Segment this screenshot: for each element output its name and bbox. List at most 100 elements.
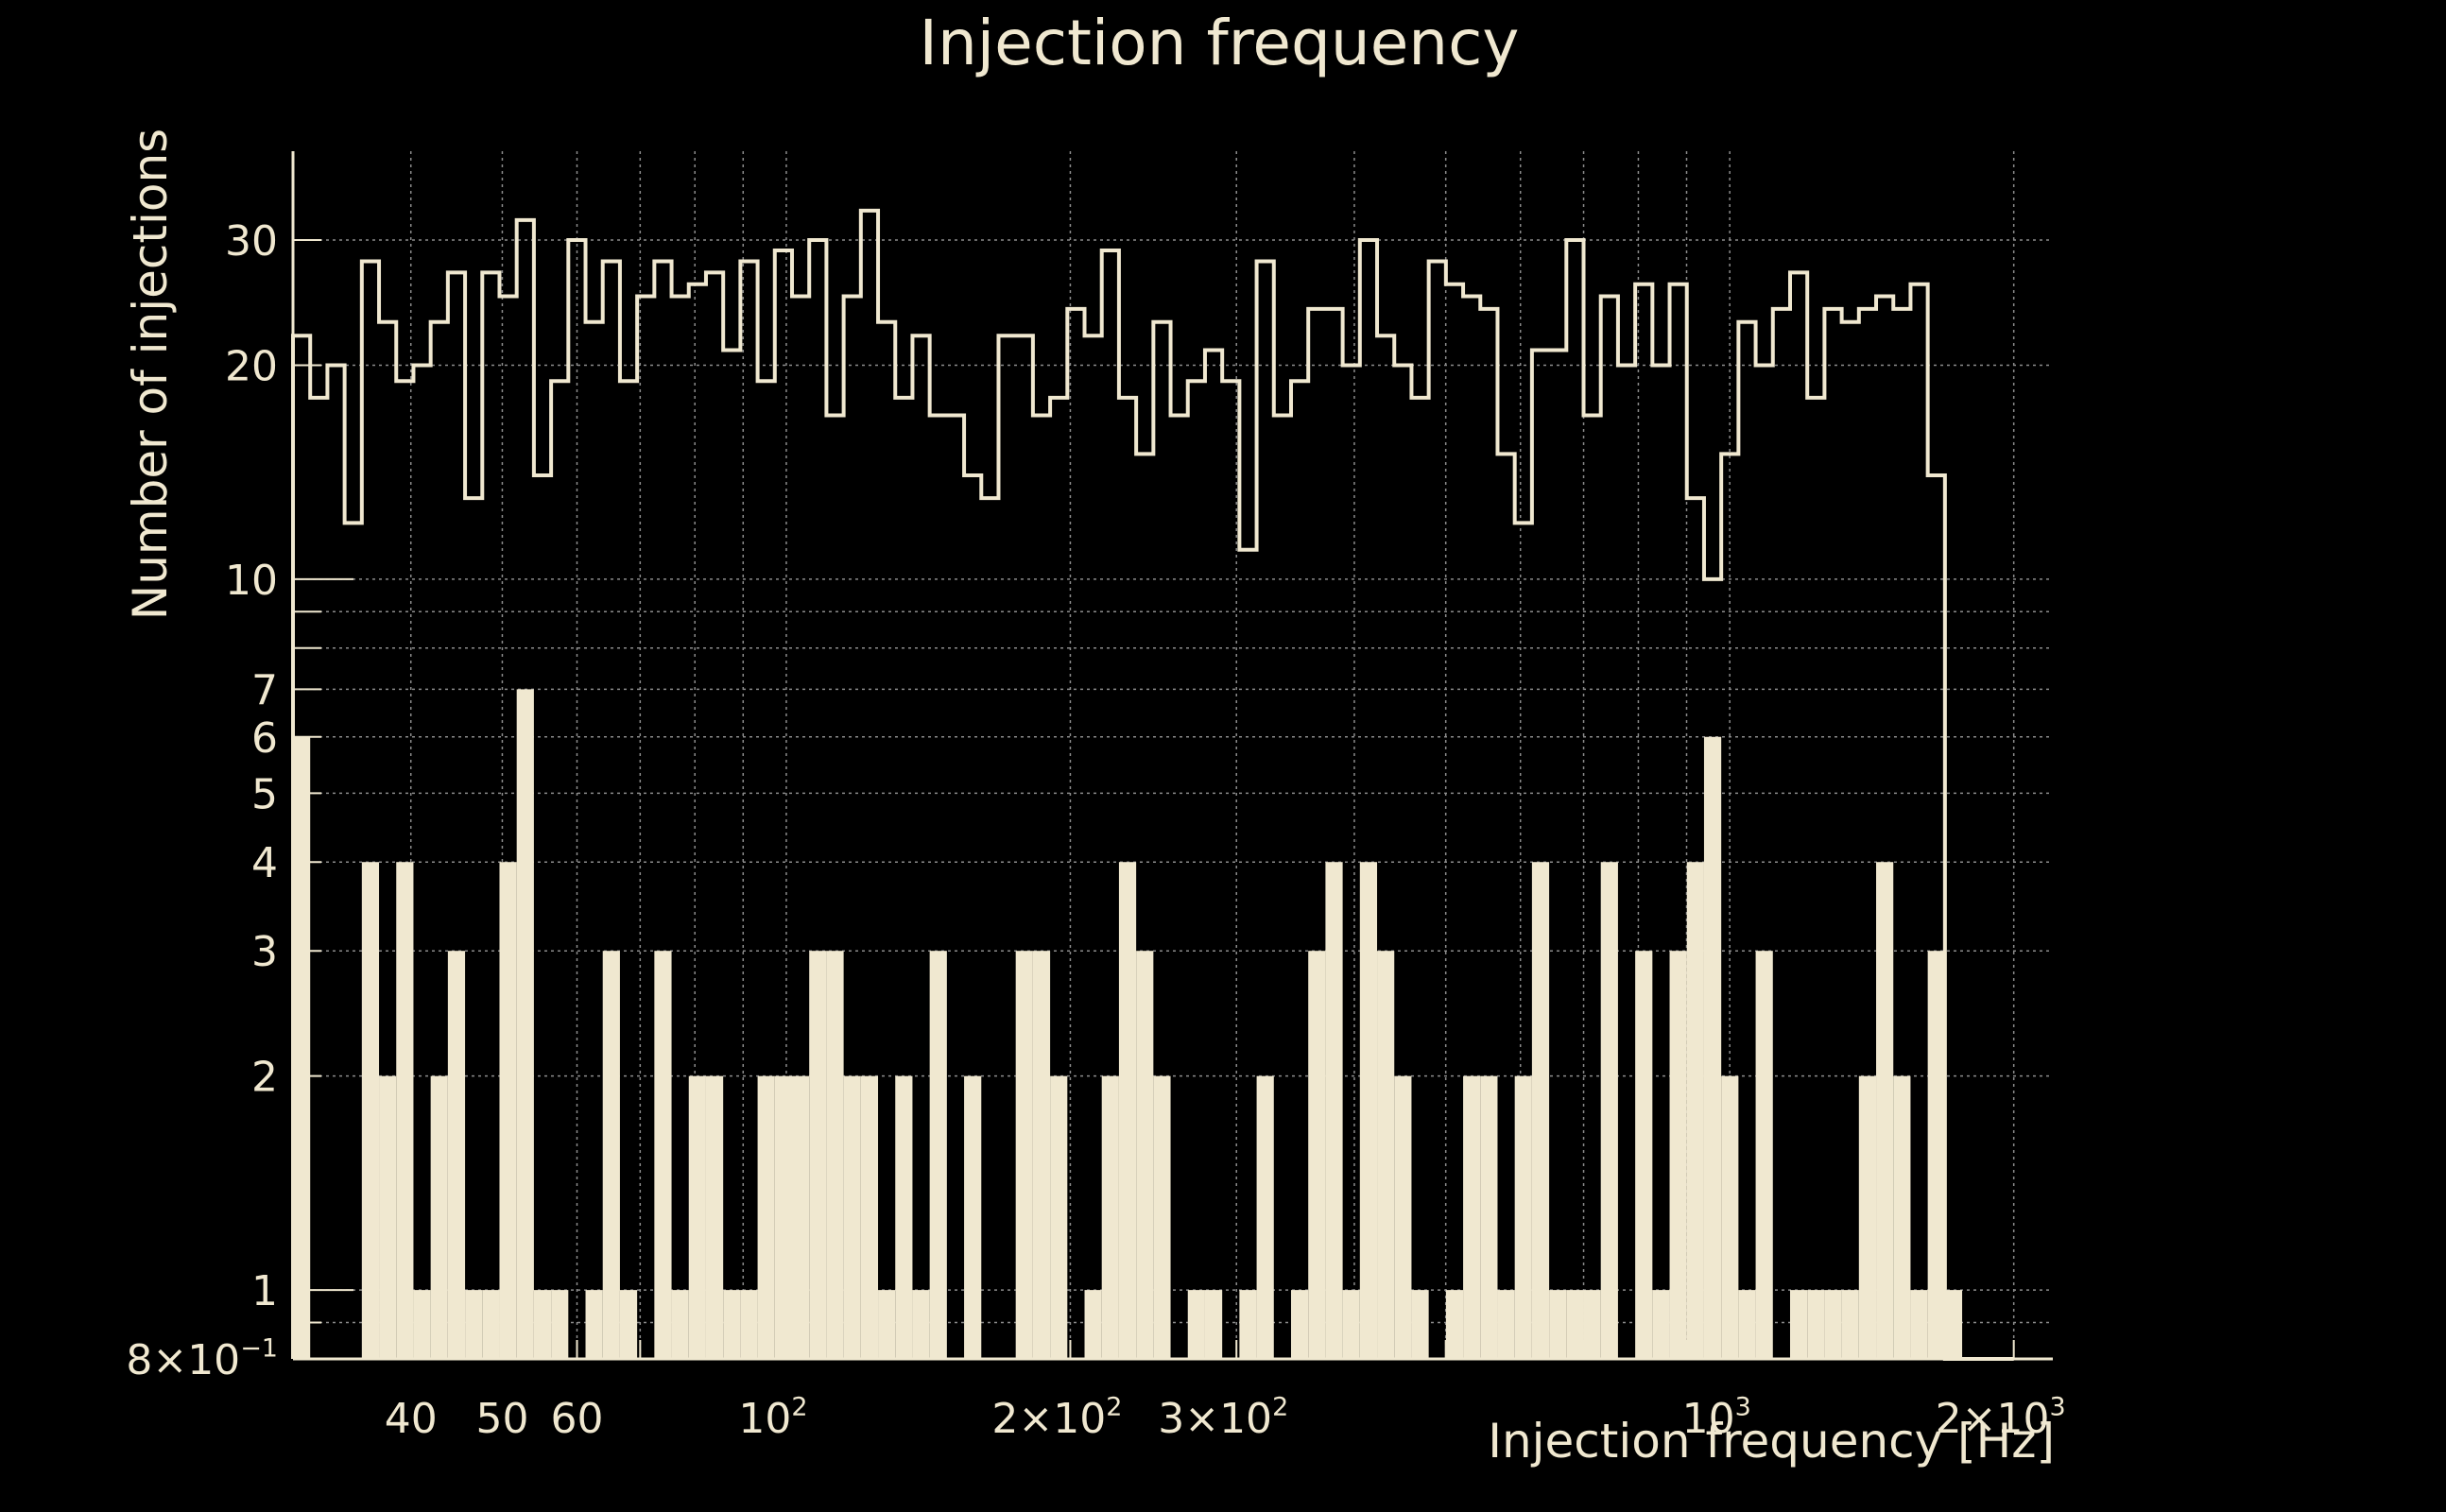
histogram-bar — [396, 862, 414, 1359]
x-tick-label: 40 — [385, 1395, 438, 1443]
histogram-bar — [1463, 1075, 1481, 1359]
histogram-bar — [1342, 1290, 1360, 1359]
y-tick-label: 7 — [251, 666, 278, 714]
histogram-bar — [1050, 1075, 1068, 1359]
histogram-bar — [1377, 951, 1395, 1359]
histogram-bar — [654, 951, 672, 1359]
histogram-bar — [809, 951, 827, 1359]
histogram-bar — [1394, 1075, 1412, 1359]
histogram-bar — [1755, 951, 1773, 1359]
histogram-bar — [430, 1075, 448, 1359]
y-axis-label: Number of injections — [123, 129, 178, 620]
histogram-bar — [1858, 1075, 1877, 1359]
histogram-bar — [1703, 736, 1722, 1359]
histogram-bar — [1411, 1290, 1429, 1359]
chart-title: Injection frequency — [920, 7, 1520, 79]
histogram-bar — [1789, 1290, 1808, 1359]
histogram-bar — [1807, 1290, 1825, 1359]
histogram-bar — [1204, 1290, 1223, 1359]
histogram-bar — [1445, 1290, 1464, 1359]
histogram-bar — [1531, 862, 1550, 1359]
histogram-bar — [1290, 1290, 1309, 1359]
histogram-bar — [1910, 1290, 1928, 1359]
histogram-bar — [1721, 1075, 1739, 1359]
histogram-bar — [1876, 862, 1894, 1359]
y-tick-label: 6 — [251, 714, 278, 763]
x-tick-label: 3×102 — [1158, 1393, 1288, 1443]
x-tick-label: 50 — [475, 1395, 528, 1443]
y-tick-label: 5 — [251, 770, 278, 818]
step-histogram-outline — [291, 208, 2014, 1361]
histogram-bar — [602, 951, 620, 1359]
histogram-bar — [1944, 1290, 1963, 1359]
x-axis-label: Injection frequency [Hz] — [1488, 1414, 2055, 1469]
histogram-bar — [1669, 951, 1687, 1359]
grid-lines — [293, 151, 2053, 1359]
histogram-bar — [1084, 1290, 1102, 1359]
histogram-bar — [1325, 862, 1343, 1359]
histogram-bar — [688, 1075, 706, 1359]
histogram-bar — [1514, 1075, 1532, 1359]
histogram-bar — [964, 1075, 982, 1359]
histogram-bar — [1015, 951, 1033, 1359]
histogram-bar — [860, 1075, 879, 1359]
x-tick-label: 60 — [550, 1395, 603, 1443]
x-tick-label: 2×102 — [991, 1393, 1122, 1443]
histogram-bar — [1480, 1075, 1498, 1359]
histogram-bar — [912, 1290, 930, 1359]
axes — [291, 151, 2053, 1361]
histogram-bar — [929, 951, 947, 1359]
histogram-bar — [1927, 951, 1945, 1359]
histogram-bar — [379, 1075, 397, 1359]
histogram-bar — [413, 1290, 431, 1359]
histogram-bar — [757, 1075, 775, 1359]
histogram-bar — [533, 1290, 552, 1359]
histogram-bar — [1308, 951, 1326, 1359]
histogram-bar — [1738, 1290, 1756, 1359]
x-tick-label: 2×103 — [1936, 1393, 2066, 1443]
histogram-bar — [499, 862, 517, 1359]
histogram-bar — [1497, 1290, 1515, 1359]
histogram-bar — [826, 951, 844, 1359]
histogram-bar — [791, 1075, 810, 1359]
y-tick-label: 4 — [251, 839, 278, 887]
filled-histogram — [293, 689, 1963, 1359]
x-tick-label: 102 — [738, 1393, 807, 1443]
histogram-bar — [1239, 1290, 1257, 1359]
histogram-bar — [585, 1290, 603, 1359]
histogram-bar — [465, 1290, 483, 1359]
histogram-bar — [1841, 1290, 1859, 1359]
histogram-bar — [1187, 1290, 1205, 1359]
histogram-bar — [551, 1290, 569, 1359]
y-tick-label: 20 — [225, 342, 278, 390]
histogram-bar — [1032, 951, 1051, 1359]
histogram-bar — [723, 1290, 741, 1359]
histogram-bar — [1549, 1290, 1567, 1359]
histogram-bar — [1824, 1290, 1842, 1359]
histogram-bar — [1652, 1290, 1670, 1359]
histogram-bar — [1635, 951, 1653, 1359]
histogram-bar — [1359, 862, 1378, 1359]
histogram-bar — [705, 1075, 724, 1359]
histogram-bar — [1686, 862, 1704, 1359]
histogram-bar — [1583, 1290, 1601, 1359]
histogram-bar — [1566, 1290, 1584, 1359]
histogram-bar — [1893, 1075, 1911, 1359]
y-tick-label: 2 — [251, 1054, 278, 1102]
histogram-bar — [1153, 1075, 1171, 1359]
histogram-bar — [1600, 862, 1618, 1359]
y-tick-label: 3 — [251, 928, 278, 976]
histogram-bar — [1118, 862, 1137, 1359]
histogram-bar — [895, 1075, 913, 1359]
histogram-bar — [843, 1075, 861, 1359]
histogram-bar — [1136, 951, 1154, 1359]
histogram-bar — [482, 1290, 500, 1359]
y-tick-label: 1 — [251, 1267, 278, 1315]
histogram-bar — [740, 1290, 758, 1359]
histogram-bar — [774, 1075, 792, 1359]
histogram-bar — [516, 689, 534, 1359]
histogram-bar — [619, 1290, 638, 1359]
y-tick-label: 10 — [225, 557, 278, 605]
